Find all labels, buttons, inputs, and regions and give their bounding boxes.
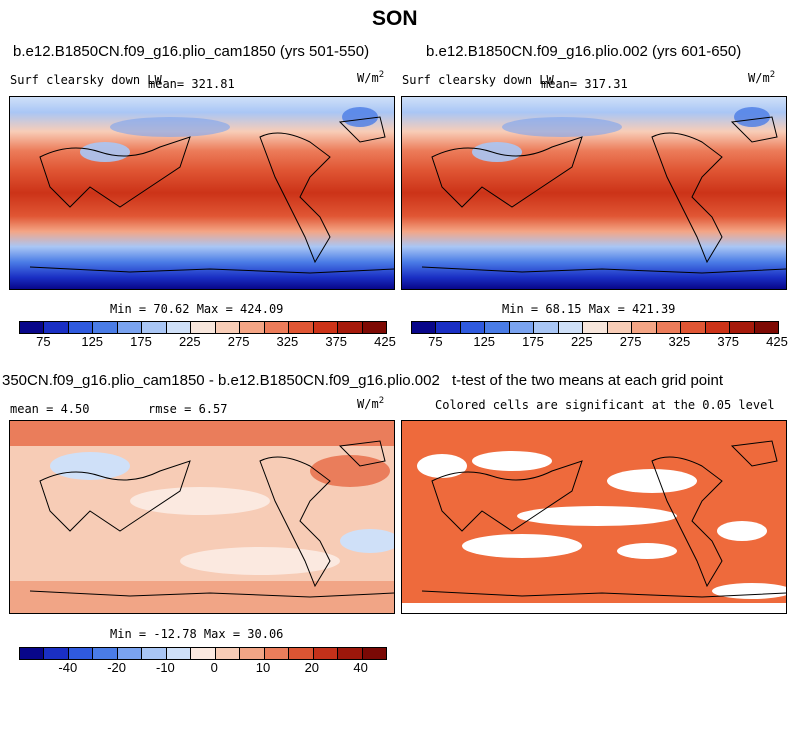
panel1-mean: mean= 321.81 [148,77,235,91]
panel3-rmse: rmse = 6.57 [148,402,228,416]
colorbar-swatch [68,648,94,659]
panel2-field [402,97,786,289]
panel1-title: b.e12.B1850CN.f09_g16.plio_cam1850 (yrs … [13,43,370,60]
panel4-field [402,421,786,613]
colorbar-swatch [558,322,584,333]
colorbar-tick-label: 0 [210,660,218,675]
colorbar-swatch [20,322,45,333]
colorbar-swatch [20,648,45,659]
colorbar-tick-label: -20 [107,660,126,675]
panel3-units: W/m2 [357,396,385,411]
colorbar-swatch [44,322,69,333]
colorbar-swatch [264,322,290,333]
colorbar-swatch [705,322,731,333]
panel3-mean: mean = 4.50 [10,402,90,416]
colorbar-swatch [215,648,241,659]
colorbar-swatch [362,322,387,333]
colorbar-tick-label: -10 [155,660,175,675]
colorbar-swatch [362,648,387,659]
colorbar-tick-label: 275 [619,334,642,349]
colorbar-swatch [730,322,755,333]
colorbar-swatch [534,322,559,333]
colorbar-tick-label: -40 [58,660,78,675]
colorbar-swatch [166,322,192,333]
colorbar-tick-label: 75 [36,334,51,349]
panel1-minmax: Min = 70.62 Max = 424.09 [110,302,284,316]
colorbar-swatch [191,648,216,659]
panel3-map [9,420,395,614]
figure-title: SON [372,7,418,30]
colorbar-swatch [142,322,167,333]
colorbar-swatch [754,322,779,333]
colorbar-swatch [313,648,339,659]
colorbar-tick-label: 325 [668,334,691,349]
colorbar-swatch [117,322,143,333]
panel3-field [10,421,394,613]
panel2-units: W/m2 [748,70,776,85]
colorbar-swatch [93,322,118,333]
colorbar-swatch [509,322,535,333]
colorbar-swatch [44,648,69,659]
colorbar-tick-label: 425 [374,334,396,349]
colorbar-tick-label: 175 [522,334,544,349]
panel3-title: 350CN.f09_g16.plio_cam1850 - b.e12.B1850… [2,372,440,389]
colorbar-tick-label: 225 [570,334,593,349]
colorbar-swatch [313,322,339,333]
panel4-title: t-test of the two means at each grid poi… [452,372,723,389]
panel2-minmax: Min = 68.15 Max = 421.39 [502,302,676,316]
colorbar-swatch [68,322,94,333]
colorbar-swatch [338,322,363,333]
colorbar-tick-label: 375 [325,334,348,349]
colorbar-tick-label: 225 [178,334,201,349]
colorbar-swatch [142,648,167,659]
colorbar-swatch [607,322,633,333]
colorbar-swatch [240,322,265,333]
colorbar-tick-label: 125 [473,334,496,349]
colorbar-swatch [656,322,682,333]
panel1-left-label: Surf clearsky down LW [10,73,162,87]
colorbar-swatch [632,322,657,333]
panel2-left-label: Surf clearsky down LW [402,73,554,87]
colorbar-swatch [93,648,118,659]
colorbar-swatch [485,322,510,333]
colorbar-tick-label: 75 [428,334,443,349]
colorbar-swatch [215,322,241,333]
panel3-minmax: Min = -12.78 Max = 30.06 [110,627,284,641]
colorbar-tick-label: 325 [276,334,299,349]
colorbar-tick-label: 10 [255,660,271,675]
panel4-subtitle: Colored cells are significant at the 0.0… [435,398,775,412]
colorbar-tick-label: 275 [227,334,250,349]
colorbar-swatch [264,648,290,659]
panel1-units: W/m2 [357,70,385,85]
colorbar-swatch [117,648,143,659]
panel2-map [401,96,787,290]
colorbar-swatch [412,322,437,333]
colorbar-swatch [436,322,461,333]
colorbar-tick-label: 20 [304,660,320,675]
colorbar-tick-label: 40 [353,660,368,675]
colorbar-swatch [240,648,265,659]
panel1-field [10,97,394,289]
colorbar-swatch [289,322,314,333]
colorbar-tick-label: 425 [766,334,788,349]
panel1-colorbar [19,321,387,334]
colorbar-tick-label: 375 [717,334,740,349]
colorbar-swatch [583,322,608,333]
panel3-colorbar [19,647,387,660]
colorbar-swatch [191,322,216,333]
colorbar-swatch [166,648,192,659]
colorbar-swatch [681,322,706,333]
panel2-colorbar [411,321,779,334]
panel2-mean: mean= 317.31 [541,77,628,91]
colorbar-swatch [289,648,314,659]
colorbar-swatch [338,648,363,659]
colorbar-swatch [460,322,486,333]
panel1-map [9,96,395,290]
colorbar-tick-label: 125 [81,334,104,349]
panel4-map [401,420,787,614]
colorbar-tick-label: 175 [130,334,152,349]
panel2-title: b.e12.B1850CN.f09_g16.plio.002 (yrs 601-… [426,43,742,60]
